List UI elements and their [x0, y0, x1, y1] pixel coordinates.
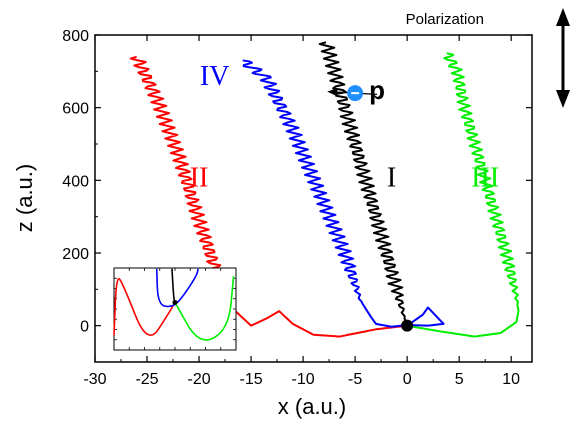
- y-tick-label: 200: [62, 246, 89, 263]
- x-tick-label: -20: [187, 371, 210, 388]
- inset-origin-marker: [172, 299, 178, 305]
- inset-curve: [174, 276, 235, 341]
- x-tick-label: -25: [135, 371, 158, 388]
- y-tick-label: 600: [62, 101, 89, 118]
- inset-curve: [171, 268, 176, 303]
- polarization-label: Polarization: [406, 11, 484, 28]
- momentum-label: p: [369, 75, 385, 105]
- x-tick-label: 5: [455, 371, 464, 388]
- series-label-III: III: [471, 163, 499, 194]
- x-tick-label: -15: [240, 371, 263, 388]
- x-axis-title: x (a.u.): [278, 394, 346, 419]
- tick-labels: -30 -25 -20 -15 -10 -5 0 5 10 0 200 400 600 800: [62, 28, 520, 388]
- series-line-I: [318, 41, 409, 327]
- y-tick-label: 0: [80, 319, 89, 336]
- momentum-arrowhead: [327, 88, 338, 97]
- minus-sign-icon: [351, 92, 360, 95]
- x-tick-label: -10: [292, 371, 315, 388]
- series-label-I: I: [387, 163, 396, 194]
- series-line-IV: [242, 59, 445, 328]
- electron-marker: p: [327, 75, 385, 105]
- plot-frame: [94, 34, 533, 363]
- x-tick-label: 0: [403, 371, 412, 388]
- series-label-IV: IV: [200, 61, 230, 92]
- series-line-III: [406, 52, 520, 338]
- inset-ticks: [113, 267, 237, 351]
- series-label-II: II: [190, 163, 209, 194]
- x-tick-label: -30: [83, 371, 106, 388]
- inset-plot: [113, 267, 237, 351]
- y-tick-label: 800: [62, 28, 89, 45]
- y-tick-label: 400: [62, 173, 89, 190]
- polarization-arrow-icon: [556, 8, 570, 108]
- axis-ticks: [94, 34, 532, 363]
- inset-curve: [155, 268, 199, 308]
- origin-marker: [401, 319, 414, 332]
- y-axis-title: z (a.u.): [12, 164, 37, 232]
- inset-curve: [113, 278, 176, 336]
- inset-curves: [113, 268, 235, 341]
- x-tick-label: -5: [348, 371, 362, 388]
- x-tick-label: 10: [502, 371, 520, 388]
